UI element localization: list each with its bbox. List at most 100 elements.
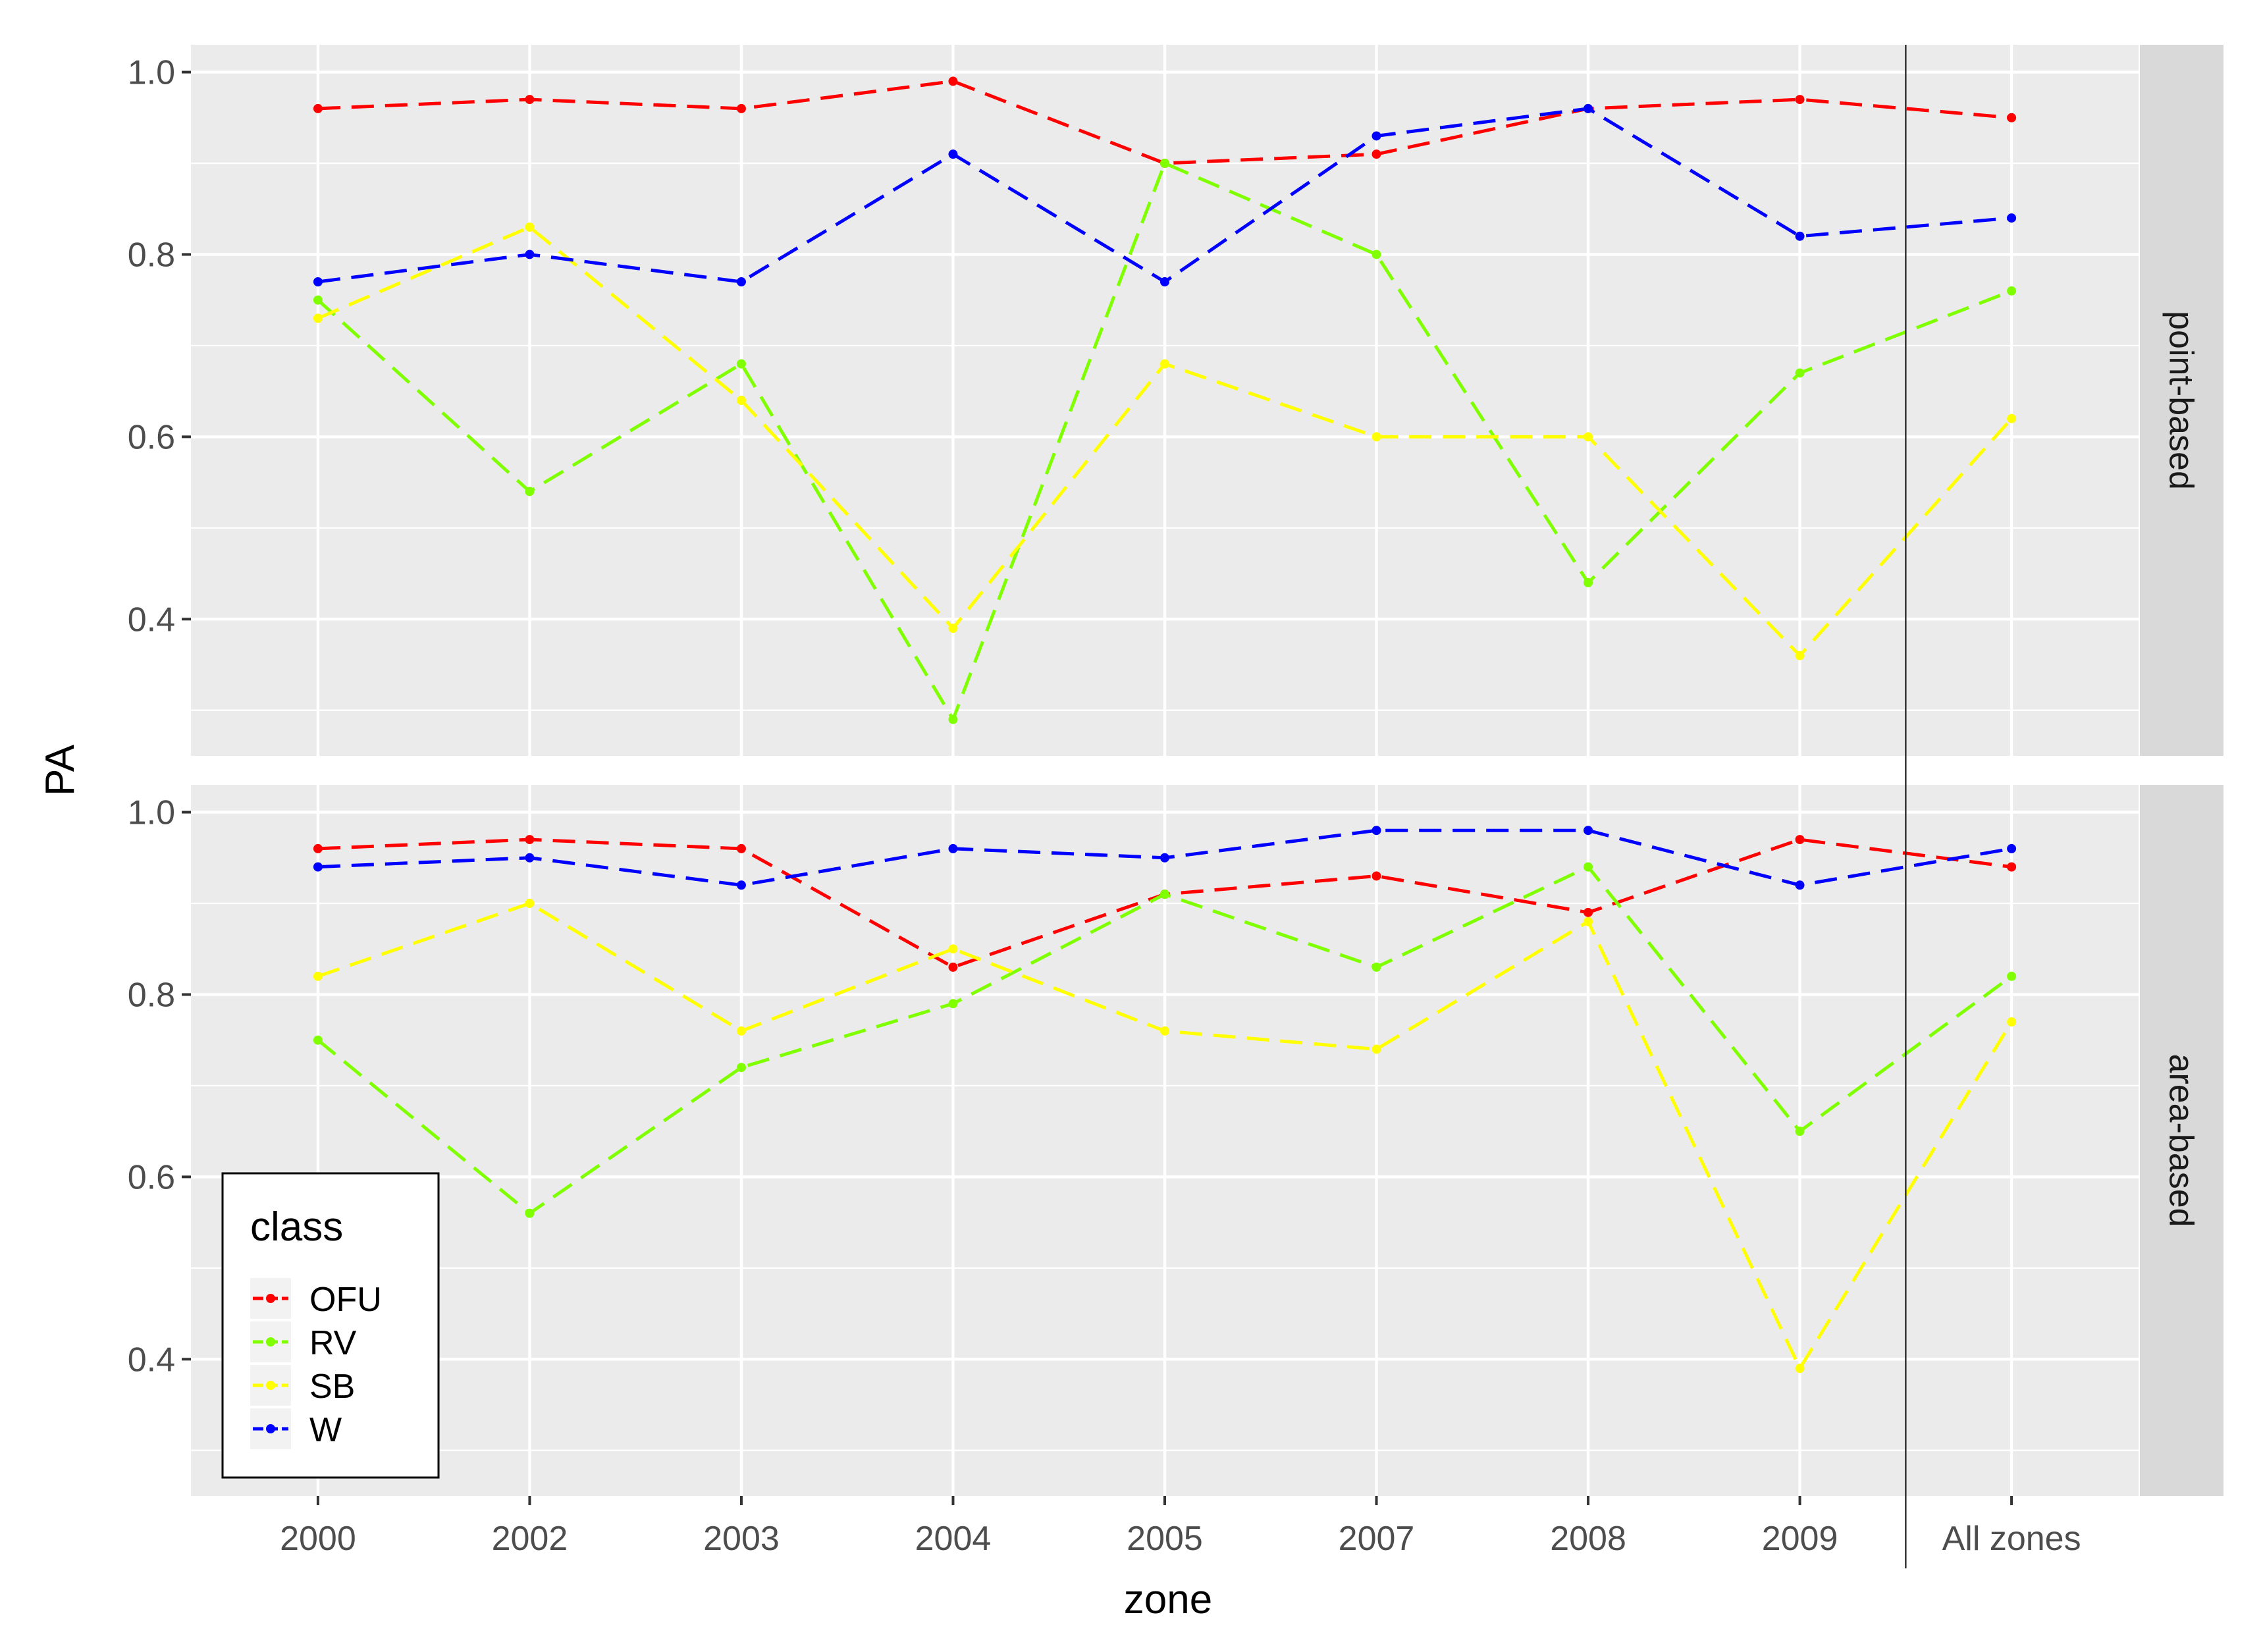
y-tick-label: 0.6 — [128, 1158, 175, 1196]
data-point-W — [525, 250, 535, 259]
data-point-SB — [1584, 432, 1593, 442]
data-point-RV — [736, 1063, 746, 1073]
data-point-RV — [1371, 962, 1381, 972]
data-point-W — [1584, 103, 1593, 113]
y-tick-label: 0.8 — [128, 976, 175, 1014]
x-tick-label: 2009 — [1762, 1520, 1838, 1558]
x-tick-label: 2002 — [492, 1520, 568, 1558]
data-point-SB — [1160, 1026, 1169, 1036]
legend-label-SB: SB — [309, 1368, 355, 1406]
data-point-SB — [525, 222, 535, 232]
data-point-SB — [2007, 413, 2017, 423]
legend-label-W: W — [309, 1411, 342, 1449]
data-point-SB — [736, 1026, 746, 1036]
data-point-RV — [525, 487, 535, 496]
data-point-RV — [1160, 159, 1169, 168]
legend-key-point-RV — [266, 1337, 275, 1346]
data-point-W — [736, 277, 746, 286]
data-point-OFU — [1795, 95, 1805, 105]
data-point-SB — [313, 971, 323, 981]
data-point-RV — [1160, 890, 1169, 899]
data-point-SB — [2007, 1017, 2017, 1026]
data-point-SB — [1371, 1044, 1381, 1054]
data-point-OFU — [2007, 113, 2017, 122]
y-tick-label: 1.0 — [128, 54, 175, 92]
series-line-RV — [317, 161, 2012, 724]
legend-label-OFU: OFU — [309, 1281, 382, 1319]
data-point-RV — [313, 295, 323, 305]
data-point-OFU — [948, 962, 958, 972]
data-point-RV — [1795, 368, 1805, 378]
y-tick-label: 0.8 — [128, 236, 175, 274]
data-point-SB — [1584, 917, 1593, 926]
data-point-SB — [313, 313, 323, 323]
data-point-W — [1371, 826, 1381, 836]
data-point-SB — [736, 396, 746, 405]
data-point-OFU — [313, 103, 323, 113]
x-tick-label: 2003 — [703, 1520, 780, 1558]
x-tick-label: 2005 — [1127, 1520, 1203, 1558]
x-axis-title: zone — [1124, 1577, 1212, 1622]
series-line-OFU — [317, 79, 2012, 165]
data-point-W — [313, 862, 323, 872]
data-point-SB — [1795, 1364, 1805, 1373]
x-tick-label: 2004 — [915, 1520, 992, 1558]
data-point-SB — [525, 899, 535, 908]
data-point-RV — [2007, 971, 2017, 981]
y-tick-label: 0.4 — [128, 1341, 175, 1379]
data-point-W — [2007, 843, 2017, 853]
data-point-SB — [948, 944, 958, 954]
data-point-OFU — [1795, 835, 1805, 845]
data-point-OFU — [1371, 871, 1381, 881]
data-point-OFU — [736, 103, 746, 113]
data-point-SB — [948, 624, 958, 633]
data-point-OFU — [2007, 862, 2017, 872]
data-point-RV — [525, 1208, 535, 1218]
data-point-OFU — [1584, 907, 1593, 917]
y-tick-label: 0.6 — [128, 418, 175, 456]
legend: class OFU RV SB W — [221, 1172, 440, 1479]
data-point-W — [1160, 277, 1169, 286]
data-point-W — [2007, 213, 2017, 223]
data-point-OFU — [525, 95, 535, 105]
data-point-W — [313, 277, 323, 286]
data-point-W — [736, 880, 746, 890]
data-point-SB — [1160, 359, 1169, 369]
y-tick-label: 1.0 — [128, 794, 175, 832]
facet-strip — [2140, 785, 2223, 1496]
data-point-RV — [2007, 286, 2017, 296]
legend-key-point-SB — [266, 1381, 275, 1390]
legend-key-point-W — [266, 1424, 275, 1433]
panel-area-based: 0.4 0.6 0.8 1.0 area-based — [128, 785, 2223, 1496]
legend-key-point-OFU — [266, 1294, 275, 1303]
data-point-RV — [1584, 577, 1593, 587]
data-point-OFU — [948, 76, 958, 86]
data-point-W — [948, 843, 958, 853]
data-point-W — [1584, 826, 1593, 836]
y-tick-label: 0.4 — [128, 600, 175, 639]
data-point-RV — [313, 1035, 323, 1045]
panel-point-based: 0.4 0.6 0.8 1.0 point-based — [128, 45, 2223, 756]
x-tick-label: 2007 — [1339, 1520, 1415, 1558]
data-point-RV — [736, 359, 746, 369]
data-point-RV — [1795, 1127, 1805, 1136]
x-tick-label: 2008 — [1550, 1520, 1626, 1558]
data-point-SB — [1371, 432, 1381, 442]
data-point-OFU — [736, 843, 746, 853]
data-point-W — [1160, 853, 1169, 863]
x-tick-label: All zones — [1942, 1520, 2081, 1558]
data-point-RV — [948, 999, 958, 1009]
facet-strip — [2140, 45, 2223, 756]
data-point-RV — [1371, 250, 1381, 259]
data-point-OFU — [1371, 149, 1381, 159]
data-point-W — [525, 853, 535, 863]
data-point-OFU — [525, 835, 535, 845]
facet-strip-label: area-based — [2162, 1053, 2200, 1227]
data-point-W — [1371, 131, 1381, 141]
data-point-OFU — [313, 843, 323, 853]
data-point-W — [1795, 231, 1805, 241]
y-axis-title: PA — [38, 744, 83, 796]
x-tick-label: 2000 — [280, 1520, 356, 1558]
facet-strip-label: point-based — [2162, 311, 2200, 490]
